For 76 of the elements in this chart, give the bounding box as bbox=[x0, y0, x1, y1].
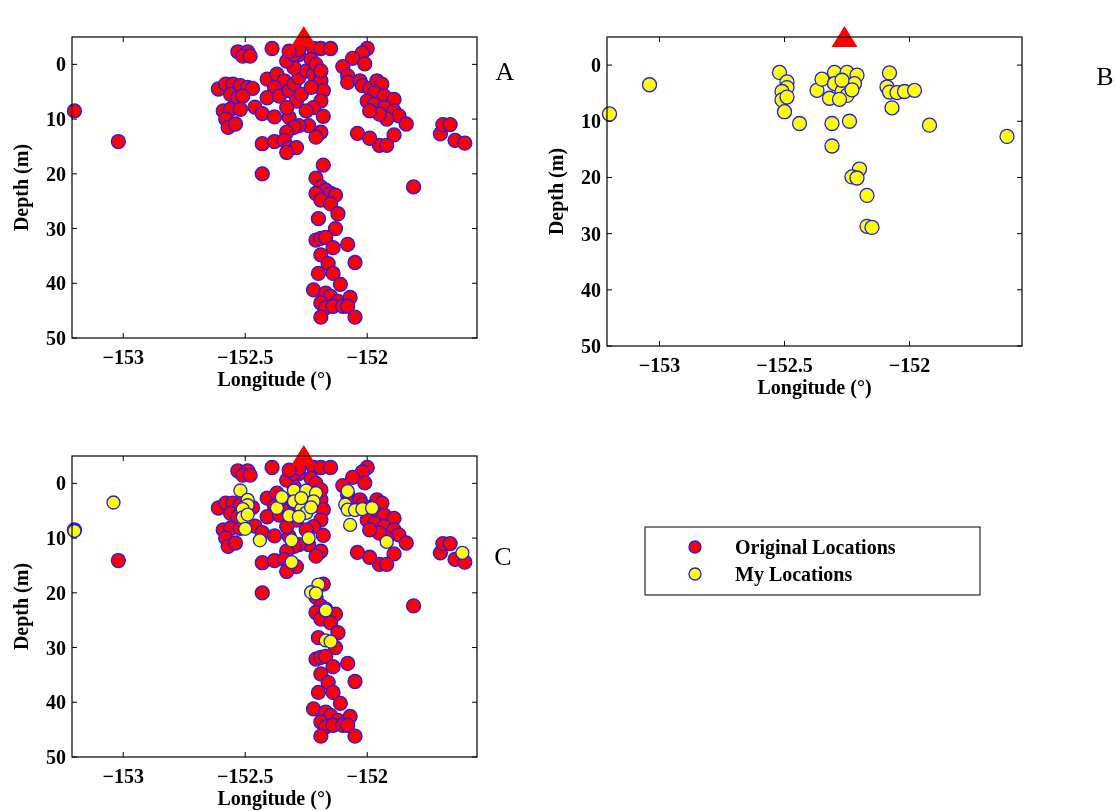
point bbox=[824, 115, 840, 132]
legend-label: My Locations bbox=[735, 563, 853, 586]
y-tick-label: 20 bbox=[581, 166, 601, 189]
y-tick-label: 30 bbox=[46, 636, 66, 659]
x-axis-title: Longitude (°) bbox=[757, 376, 872, 399]
x-tick-label: −152 bbox=[346, 346, 388, 368]
point bbox=[284, 555, 299, 570]
point bbox=[106, 495, 121, 510]
point bbox=[884, 100, 900, 116]
point bbox=[291, 509, 307, 524]
point bbox=[906, 82, 923, 99]
point bbox=[831, 26, 858, 47]
y-tick-label: 10 bbox=[46, 527, 66, 550]
x-tick-label: −153 bbox=[102, 765, 144, 787]
y-tick-label: 40 bbox=[581, 278, 601, 301]
x-tick-label: −152.5 bbox=[217, 765, 274, 787]
y-axis-title: Depth (m) bbox=[545, 147, 568, 236]
point bbox=[791, 115, 808, 132]
point bbox=[881, 65, 898, 81]
x-tick-label: −153 bbox=[638, 354, 681, 376]
point bbox=[308, 586, 324, 601]
x-tick-label: −152 bbox=[888, 354, 931, 376]
point bbox=[252, 533, 268, 548]
point bbox=[824, 138, 840, 154]
point bbox=[844, 82, 860, 98]
text: B bbox=[1096, 62, 1114, 91]
point bbox=[455, 545, 470, 561]
x-tick-label: −152.5 bbox=[217, 346, 274, 368]
text: C bbox=[494, 542, 512, 571]
point bbox=[340, 483, 355, 499]
y-axis-title: Depth (m) bbox=[10, 143, 33, 232]
x-tick-label: −152.5 bbox=[756, 354, 813, 376]
x-axis-title: Longitude (°) bbox=[217, 368, 332, 391]
point bbox=[834, 72, 850, 88]
point bbox=[859, 187, 875, 204]
point bbox=[849, 170, 865, 186]
text: A bbox=[495, 57, 515, 86]
y-tick-label: 50 bbox=[46, 327, 66, 349]
x-axis-title: Longitude (°) bbox=[217, 787, 332, 810]
y-tick-label: 20 bbox=[46, 162, 66, 185]
point bbox=[831, 91, 848, 108]
point bbox=[641, 77, 658, 93]
y-tick-label: 50 bbox=[581, 335, 601, 357]
point bbox=[323, 634, 338, 649]
point bbox=[303, 500, 319, 515]
y-tick-label: 0 bbox=[56, 472, 66, 495]
y-tick-label: 20 bbox=[46, 581, 66, 604]
y-tick-label: 30 bbox=[581, 222, 601, 245]
point bbox=[864, 219, 880, 236]
point bbox=[841, 113, 858, 129]
y-tick-label: 40 bbox=[46, 691, 66, 714]
y-tick-label: 10 bbox=[46, 108, 66, 131]
point bbox=[301, 530, 316, 546]
point bbox=[294, 490, 309, 506]
point bbox=[814, 71, 830, 87]
point bbox=[379, 534, 394, 550]
point bbox=[342, 517, 358, 533]
y-tick-label: 0 bbox=[591, 54, 601, 77]
point bbox=[238, 521, 253, 536]
x-tick-label: −152 bbox=[346, 765, 388, 787]
point bbox=[779, 89, 795, 105]
y-tick-label: 40 bbox=[46, 272, 66, 295]
point bbox=[290, 445, 317, 466]
legend-label: Original Locations bbox=[735, 536, 896, 559]
y-axis-title: Depth (m) bbox=[10, 562, 33, 651]
y-tick-label: 30 bbox=[46, 217, 66, 240]
y-tick-label: 50 bbox=[46, 746, 66, 768]
point bbox=[921, 117, 938, 133]
point bbox=[776, 104, 793, 120]
point bbox=[284, 533, 299, 548]
y-tick-label: 10 bbox=[581, 110, 601, 133]
x-tick-label: −153 bbox=[102, 346, 144, 368]
point bbox=[240, 507, 255, 522]
y-tick-label: 0 bbox=[56, 53, 66, 76]
point bbox=[771, 64, 788, 81]
point bbox=[999, 128, 1015, 145]
